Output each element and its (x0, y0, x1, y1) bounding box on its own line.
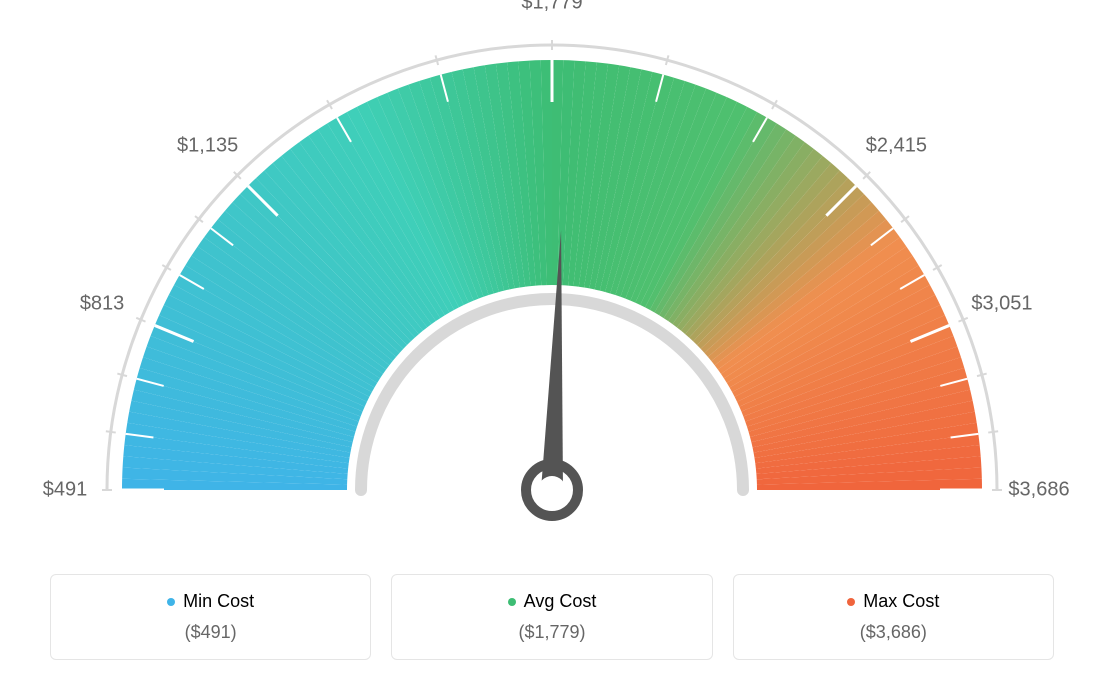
legend-avg-title: Avg Cost (402, 591, 701, 612)
legend-max-title: Max Cost (744, 591, 1043, 612)
legend-min: Min Cost ($491) (50, 574, 371, 660)
legend-avg: Avg Cost ($1,779) (391, 574, 712, 660)
legend-max-label: Max Cost (863, 591, 939, 612)
gauge-tick-label: $813 (80, 292, 125, 315)
legend-min-value: ($491) (61, 622, 360, 643)
legend-avg-label: Avg Cost (524, 591, 597, 612)
legend-max-value: ($3,686) (744, 622, 1043, 643)
legend-min-dot (167, 598, 175, 606)
gauge-tick-label: $491 (43, 479, 88, 502)
legend-max-dot (847, 598, 855, 606)
gauge-area: $491 $813 $1,135 $1,779 $2,415 $3,051 $3,686 (0, 0, 1104, 560)
legend-min-label: Min Cost (183, 591, 254, 612)
gauge-tick-label: $3,686 (1008, 479, 1069, 502)
legend-avg-value: ($1,779) (402, 622, 701, 643)
gauge-tick-label: $1,135 (177, 134, 238, 157)
legend-row: Min Cost ($491) Avg Cost ($1,779) Max Co… (50, 574, 1054, 660)
gauge-svg (0, 0, 1104, 560)
gauge-tick-label: $2,415 (866, 134, 927, 157)
gauge-tick-label: $1,779 (521, 0, 582, 15)
legend-min-title: Min Cost (61, 591, 360, 612)
legend-avg-dot (508, 598, 516, 606)
gauge-tick-label: $3,051 (971, 292, 1032, 315)
legend-max: Max Cost ($3,686) (733, 574, 1054, 660)
cost-gauge-chart: $491 $813 $1,135 $1,779 $2,415 $3,051 $3,686 M… (0, 0, 1104, 690)
